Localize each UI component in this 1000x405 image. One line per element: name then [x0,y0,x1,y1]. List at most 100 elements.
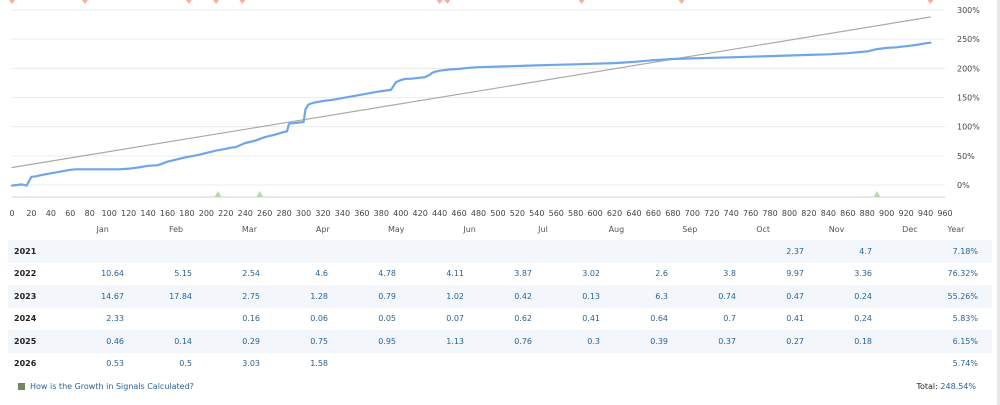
x-tick-label: 20 [26,209,36,218]
x-tick-label: 660 [646,209,661,218]
x-tick-label: 540 [529,209,544,218]
y-tick-label: 0% [957,181,970,190]
total-label: Total: [916,382,938,391]
year-row: 2026 0.53 0.5 3.03 1.58 5.74% [8,353,992,376]
x-tick-label: 320 [315,209,330,218]
year-row: 2025 0.46 0.14 0.29 0.75 0.95 1.13 0.76 0.3 0.39 0… [8,330,992,353]
x-tick-label: 840 [821,209,836,218]
month-value: 0.07 [446,314,464,324]
x-tick-label: 380 [374,209,389,218]
month-value: 0.42 [464,285,532,308]
month-value: 0.29 [192,330,260,353]
month-header: Jan Feb Mar Apr May Jun Jul Aug Sep Oct Nov Dec Year [0,225,1000,239]
month-value: 0.95 [328,330,396,353]
x-tick-label: 520 [510,209,525,218]
marker-layer [9,0,934,197]
year-total: 55.26% [872,285,992,308]
x-tick-label: 960 [937,209,952,218]
y-tick-label: 250% [957,35,980,44]
month-value [668,240,736,263]
month-value: 0.46 [56,330,124,353]
top-deal-marker [185,0,192,4]
month-value [396,240,464,263]
year-label: 2024 [14,314,37,324]
month-value [668,353,736,376]
year-row: 2021 2.37 4.7 7.18% [8,240,992,263]
year-row: 2022 10.64 5.15 2.54 4.6 4.78 4.11 3.87 3.02 2.6 3… [8,263,992,286]
year-label: 2025 [8,330,56,353]
month-value: 3.87 [514,269,532,279]
month-value [124,308,192,331]
year-total: 5.83% [952,314,978,324]
x-tick-label: 400 [393,209,408,218]
bottom-deal-marker [256,191,264,197]
growth-calculation-link[interactable]: How is the Growth in Signals Calculated? [18,382,194,391]
year-total: 7.18% [872,240,992,263]
month-value: 0.13 [532,285,600,308]
year-label: 2022 [14,269,37,279]
month-header-label: Jun [463,225,476,234]
month-value: 1.58 [310,359,328,369]
monthly-performance-table: 2021 2.37 4.7 7.18% 2022 10.64 5.15 2.54 4.6 4.78… [8,240,992,375]
top-deal-marker [239,0,246,4]
x-tick-label: 40 [46,209,56,218]
x-tick-label: 620 [607,209,622,218]
y-axis: 0% 50% 100% 150% 200% 250% 300% [957,6,980,190]
month-value: 3.03 [242,359,260,369]
month-value: 1.02 [396,285,464,308]
month-value: 0.14 [124,330,192,353]
year-total: 76.32% [947,269,978,279]
x-tick-label: 140 [140,209,155,218]
month-value [532,240,600,263]
month-value: 4.7 [804,240,872,263]
month-value: 0.64 [650,314,668,324]
trend-line [11,16,932,169]
top-deal-marker [578,0,585,4]
grid-layer [12,9,945,198]
month-value: 0.06 [310,314,328,324]
month-value [736,353,804,376]
month-value [600,353,668,376]
x-tick-label: 560 [549,209,564,218]
month-value: 0.79 [328,285,396,308]
month-value [600,240,668,263]
month-value: 2.75 [192,285,260,308]
month-value [56,240,124,263]
year-row: 2024 2.33 0.16 0.06 0.05 0.07 0.62 0.41 0.64 0.7 0… [8,308,992,331]
year-label: 2021 [8,240,56,263]
month-header-label: May [387,225,405,234]
growth-series-line [10,41,932,187]
x-tick-label: 920 [898,209,913,218]
x-tick-label: 480 [471,209,486,218]
x-tick-label: 120 [121,209,136,218]
x-tick-label: 760 [743,209,758,218]
month-value: 0.47 [736,285,804,308]
top-deal-marker [927,0,934,4]
month-value: 0.24 [804,285,872,308]
x-tick-label: 260 [257,209,272,218]
month-header-label: Dec [902,225,918,234]
month-header-label: Nov [828,225,845,234]
page-scrollbar[interactable] [997,0,1000,405]
month-value [464,353,532,376]
x-tick-label: 440 [432,209,447,218]
month-header-label: Jan [96,225,109,234]
x-tick-label: 780 [762,209,777,218]
x-tick-label: 880 [860,209,875,218]
top-deal-marker [444,0,451,4]
month-value [124,240,192,263]
month-value: 3.8 [723,269,736,279]
month-header-label: Sep [682,225,698,234]
x-tick-label: 940 [918,209,933,218]
month-value: 0.76 [464,330,532,353]
month-value: 2.6 [655,269,668,279]
x-tick-label: 340 [335,209,350,218]
month-value: 5.15 [174,269,192,279]
year-label: 2026 [14,359,37,369]
x-tick-label: 740 [724,209,739,218]
x-tick-label: 600 [587,209,602,218]
month-header-label: Feb [168,225,184,234]
month-value: 0.62 [514,314,532,324]
x-tick-label: 240 [238,209,253,218]
y-tick-label: 100% [957,123,980,132]
